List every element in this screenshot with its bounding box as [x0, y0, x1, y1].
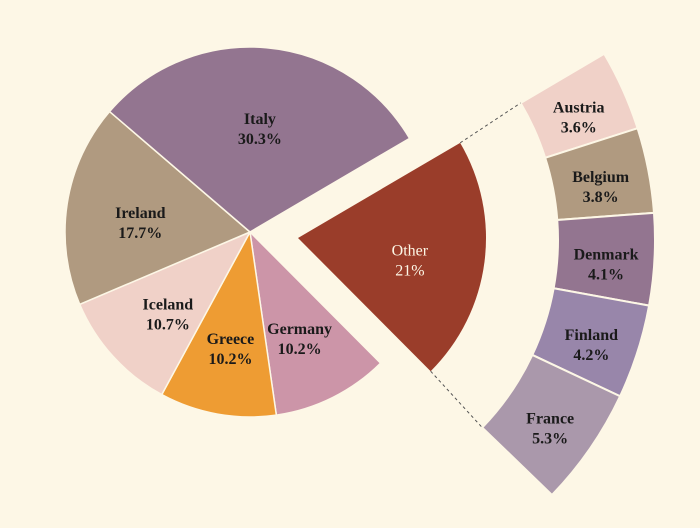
ring-segment-austria-name: Austria: [553, 100, 605, 117]
slice-other-name: Other: [392, 242, 429, 259]
slice-ireland-value: 17.7%: [118, 225, 162, 242]
breakdown-ring: Austria 3.6% Belgium 3.8% Denmark 4.1% Finland…: [430, 52, 656, 497]
ring-segment-france-name: France: [526, 411, 574, 428]
slice-ireland-name: Ireland: [115, 205, 165, 222]
ring-segment-belgium-label: Belgium 3.8%: [572, 169, 630, 206]
slice-ireland[interactable]: [64, 110, 252, 306]
ring-segment-denmark-name: Denmark: [574, 247, 639, 264]
slice-germany-label: Germany 10.2%: [267, 321, 332, 358]
ring-segment-france-value: 5.3%: [532, 431, 568, 448]
connector-line-bottom: [430, 370, 483, 428]
slice-other-value: 21%: [395, 262, 424, 279]
slice-germany-name: Germany: [267, 321, 332, 338]
ring-segment-belgium-name: Belgium: [572, 169, 630, 186]
ring-segment-france-label: France 5.3%: [526, 411, 574, 448]
slice-italy-label: Italy 30.3%: [238, 111, 282, 148]
slice-iceland[interactable]: [78, 230, 252, 396]
ring-segment-finland-value: 4.2%: [573, 347, 609, 364]
slice-italy-value: 30.3%: [238, 131, 282, 148]
slice-greece[interactable]: [160, 229, 278, 418]
connector-line-top: [459, 102, 521, 144]
slice-other[interactable]: [298, 142, 486, 372]
ring-segment-belgium-value: 3.8%: [583, 189, 619, 206]
slice-germany-value: 10.2%: [278, 341, 322, 358]
ring-segment-finland-label: Finland 4.2%: [565, 327, 618, 364]
slice-italy[interactable]: [108, 46, 411, 233]
slice-iceland-name: Iceland: [143, 296, 194, 313]
ring-segment-france[interactable]: [480, 353, 622, 497]
main-pie: Other 21% Germany 10.2% Greece 10.2% Iceland 10…: [64, 46, 486, 418]
ring-segment-austria-label: Austria 3.6%: [553, 100, 605, 137]
ring-segment-finland-name: Finland: [565, 327, 618, 344]
slice-greece-value: 10.2%: [208, 351, 252, 368]
slice-other-label: Other 21%: [392, 242, 429, 279]
slice-greece-name: Greece: [207, 331, 255, 348]
ring-segment-denmark-label: Denmark 4.1%: [574, 247, 639, 284]
slice-iceland-label: Iceland 10.7%: [143, 296, 194, 333]
ring-segment-austria-value: 3.6%: [561, 120, 597, 137]
slice-iceland-value: 10.7%: [146, 316, 190, 333]
slice-greece-label: Greece 10.2%: [207, 331, 255, 368]
slice-italy-name: Italy: [244, 111, 276, 128]
slice-germany[interactable]: [248, 229, 382, 416]
ring-segment-denmark-value: 4.1%: [588, 267, 624, 284]
slice-ireland-label: Ireland 17.7%: [115, 205, 165, 242]
